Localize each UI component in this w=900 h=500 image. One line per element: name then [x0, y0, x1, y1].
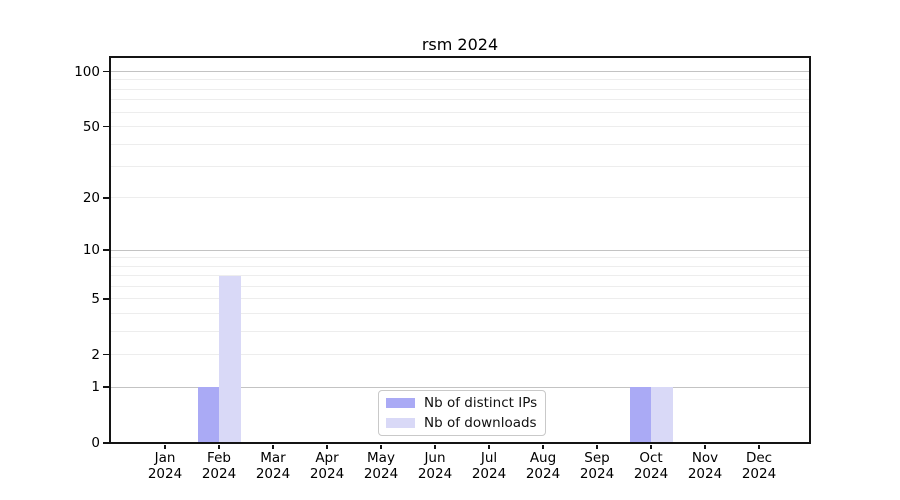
x-tick-label: Jul 2024 [471, 450, 507, 482]
gridline-minor [111, 275, 809, 277]
bar-downloads [219, 275, 241, 443]
legend-item-downloads: Nb of downloads [386, 415, 539, 431]
spine-bottom [109, 442, 811, 444]
legend: Nb of distinct IPs Nb of downloads [378, 390, 546, 436]
gridline-minor [111, 257, 809, 259]
x-tick-mark [758, 445, 760, 449]
legend-swatch-distinct-ips-icon [386, 398, 415, 408]
y-tick-label: 10 [82, 242, 100, 258]
legend-label-downloads: Nb of downloads [424, 415, 537, 431]
spine-left [109, 56, 111, 444]
y-tick-label: 20 [82, 189, 100, 206]
gridline-minor [111, 143, 809, 145]
gridline-minor [111, 197, 809, 199]
gridline-minor [111, 298, 809, 300]
x-tick-mark [704, 445, 706, 449]
gridline-minor [111, 126, 809, 128]
legend-swatch-downloads-icon [386, 418, 415, 428]
y-tick-label: 1 [91, 379, 100, 396]
legend-item-distinct-ips: Nb of distinct IPs [386, 395, 539, 411]
y-tick-mark [103, 297, 109, 300]
gridline-minor [111, 354, 809, 356]
x-tick-mark [542, 445, 544, 449]
gridline-major [111, 249, 809, 251]
y-tick-mark [103, 70, 109, 73]
y-tick-mark [103, 197, 109, 199]
y-tick-mark [103, 125, 109, 128]
gridline-minor [111, 79, 809, 81]
x-tick-label: Oct 2024 [633, 450, 669, 482]
x-tick-label: Jun 2024 [417, 450, 453, 482]
spine-right [809, 56, 811, 444]
x-tick-label: May 2024 [363, 450, 399, 482]
y-tick-label: 0 [91, 435, 100, 451]
gridline-minor [111, 285, 809, 287]
y-tick-mark [103, 249, 109, 251]
x-tick-label: Apr 2024 [309, 450, 345, 482]
x-tick-label: Nov 2024 [687, 450, 723, 482]
bar-distinct-ips [197, 387, 219, 443]
x-tick-label: Dec 2024 [741, 450, 777, 482]
y-tick-label: 2 [91, 346, 100, 363]
gridline-minor [111, 111, 809, 113]
gridline-major [111, 386, 809, 388]
x-tick-mark [596, 445, 598, 449]
gridline-minor [111, 330, 809, 332]
y-tick-label: 100 [74, 63, 100, 80]
gridline-minor [111, 312, 809, 314]
x-tick-mark [164, 445, 166, 449]
x-tick-mark [272, 445, 274, 449]
x-tick-mark [380, 445, 382, 449]
x-tick-mark [488, 445, 490, 449]
x-tick-label: Jan 2024 [147, 450, 183, 482]
y-tick-label: 5 [91, 290, 100, 307]
gridline-minor [111, 265, 809, 267]
legend-label-distinct-ips: Nb of distinct IPs [424, 395, 538, 411]
y-tick-mark [103, 353, 109, 356]
bar-downloads [651, 387, 673, 443]
y-tick-label: 50 [82, 118, 100, 135]
x-tick-label: Aug 2024 [525, 450, 561, 482]
x-tick-label: Mar 2024 [255, 450, 291, 482]
spine-top [109, 56, 811, 58]
x-tick-label: Sep 2024 [579, 450, 615, 482]
gridline-minor [111, 88, 809, 90]
x-tick-label: Feb 2024 [201, 450, 237, 482]
x-tick-mark [650, 445, 652, 449]
gridline-minor [111, 166, 809, 168]
x-tick-mark [218, 445, 220, 449]
chart-title: rsm 2024 [421, 35, 499, 54]
y-tick-mark [103, 386, 109, 388]
gridline-major [111, 71, 809, 73]
x-tick-mark [434, 445, 436, 449]
gridline-minor [111, 99, 809, 101]
y-tick-mark [103, 442, 109, 444]
bar-distinct-ips [629, 387, 651, 443]
x-tick-mark [326, 445, 328, 449]
